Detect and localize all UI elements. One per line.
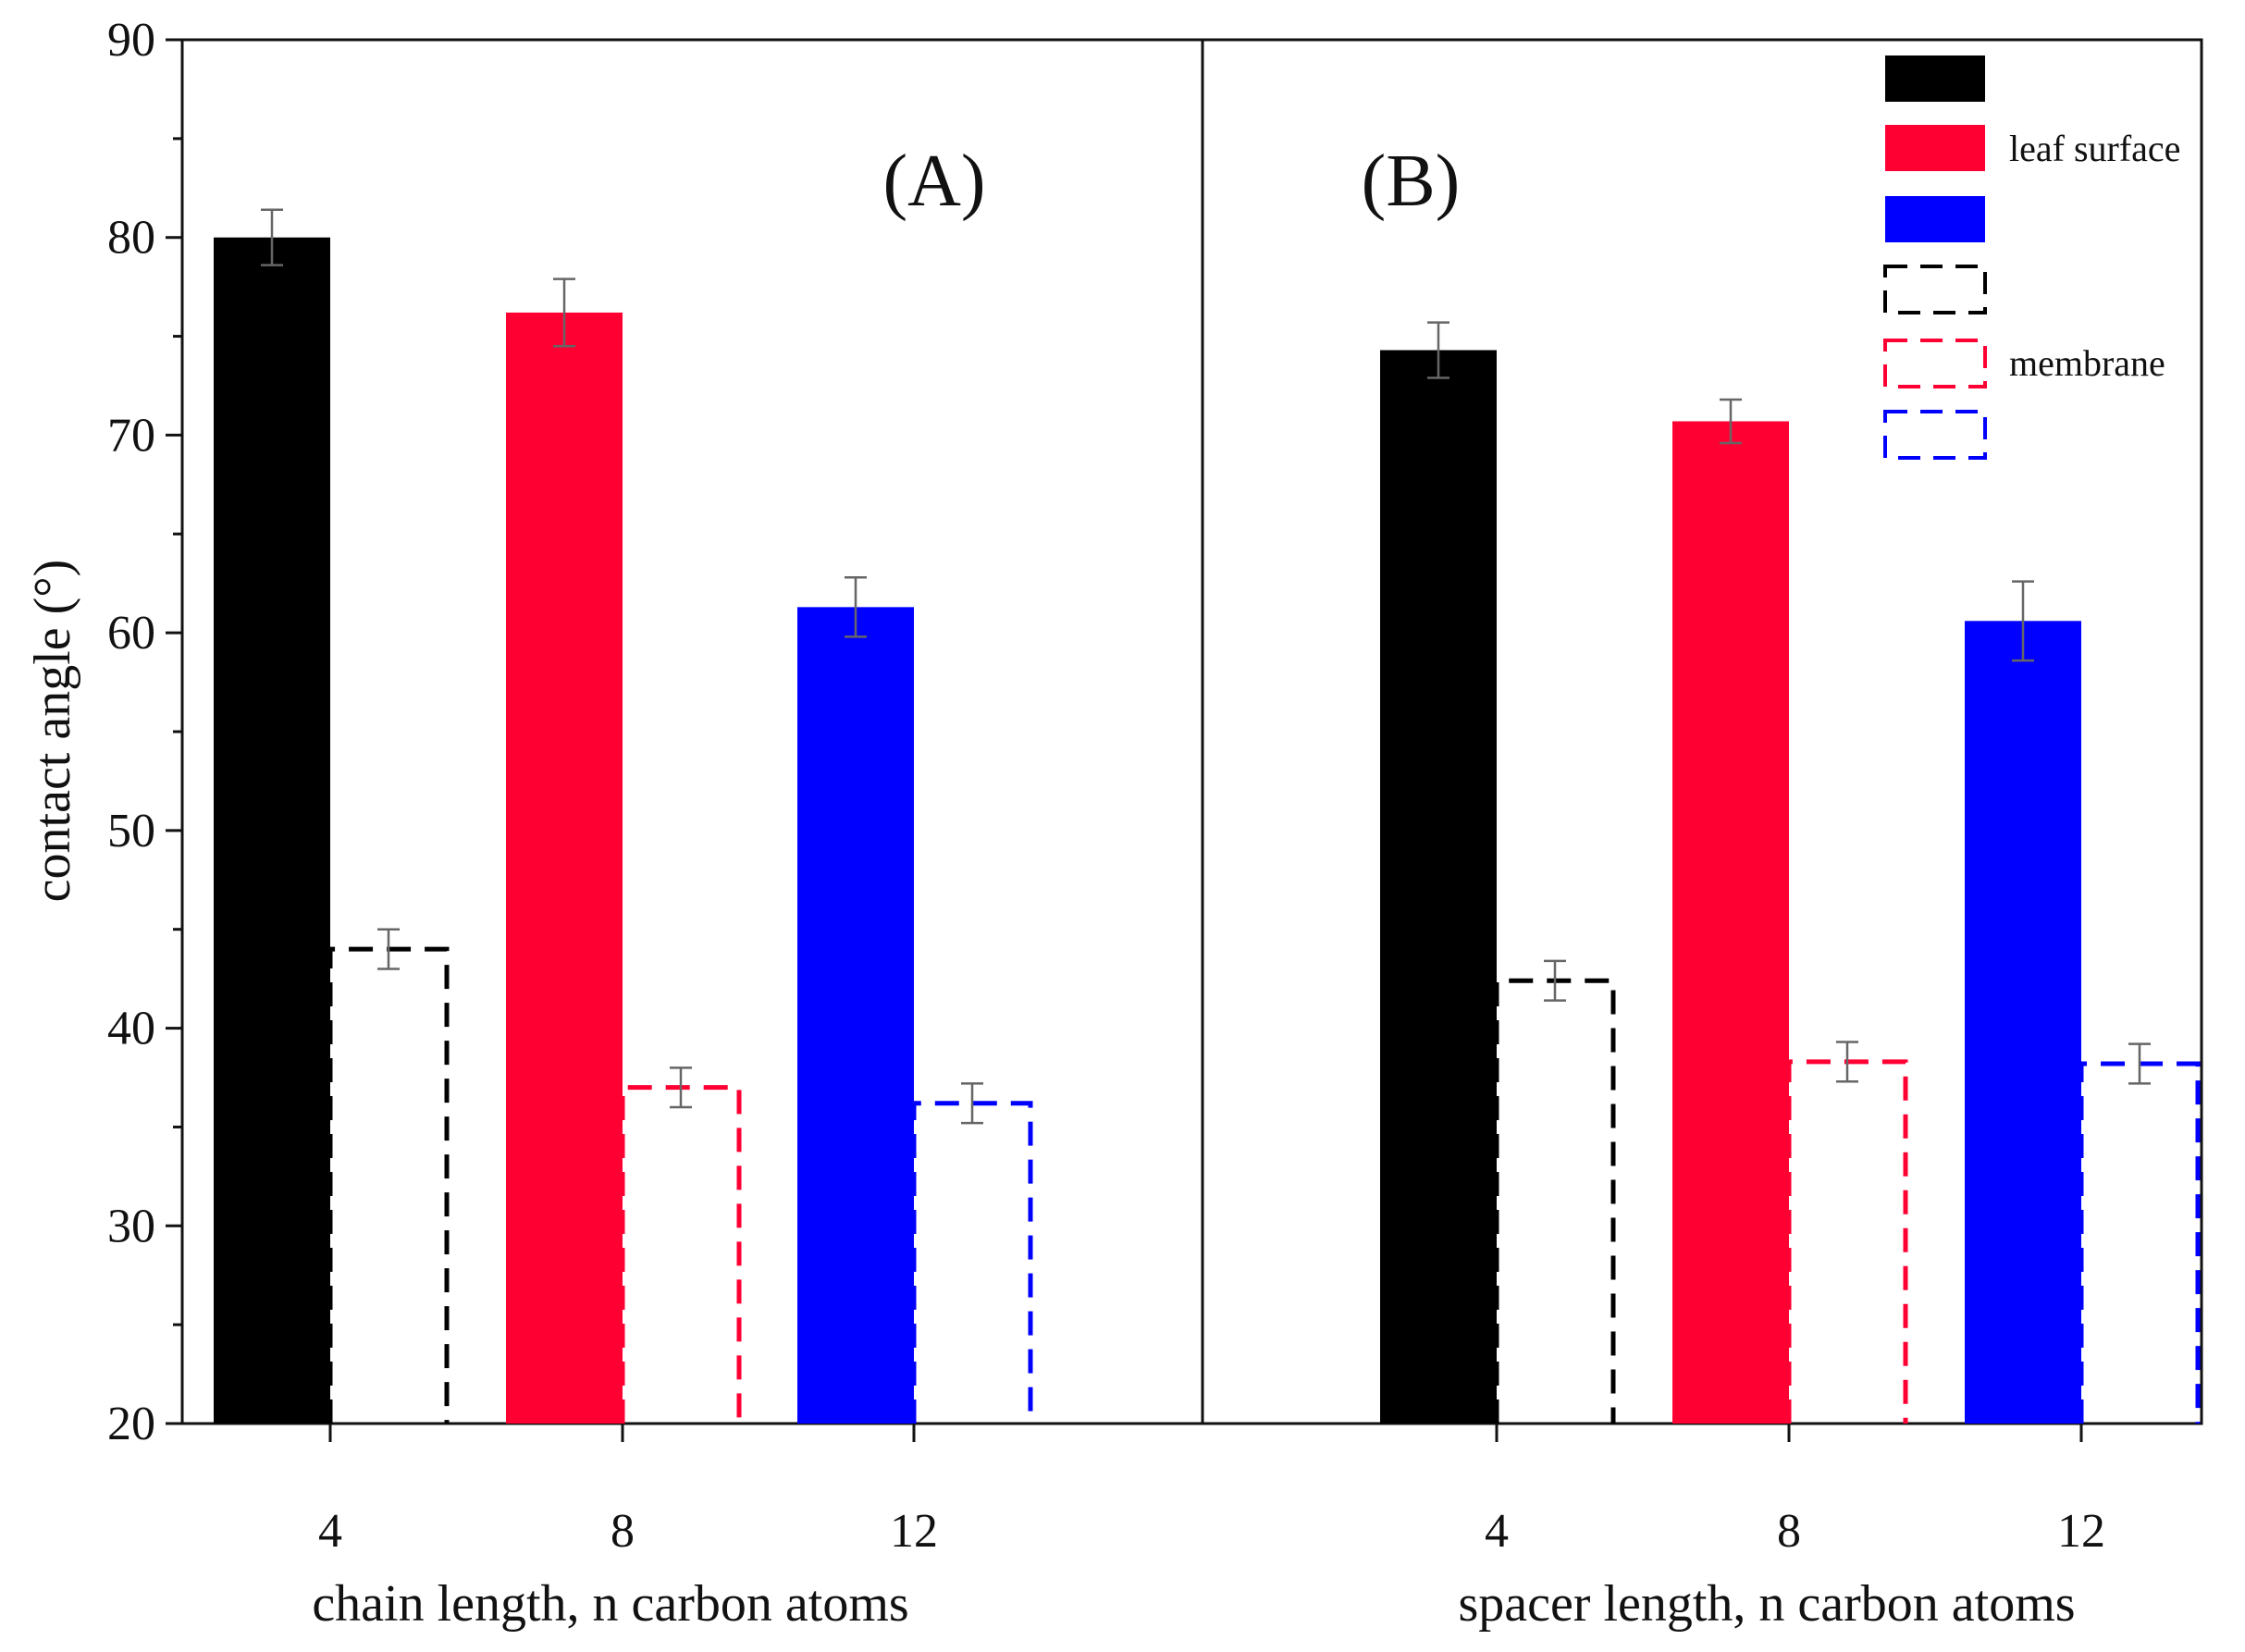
x-tick-label: 12: [2057, 1505, 2105, 1558]
error-bar-leaf-surface-8: [1720, 398, 1742, 445]
y-tick-label: 60: [107, 607, 155, 660]
error-bar-leaf-surface-12: [2012, 580, 2034, 662]
x-tick-label: 4: [1485, 1505, 1509, 1558]
bar-leaf-surface-12: [797, 607, 914, 1424]
y-tick-label: 80: [107, 212, 155, 265]
bar-leaf-surface-8: [1672, 421, 1789, 1424]
x-tick-label: 4: [318, 1505, 342, 1558]
x-tick-label: 8: [611, 1505, 635, 1558]
error-bar-membrane-4: [377, 928, 400, 970]
legend-label-leaf-surface: leaf surface: [2009, 128, 2180, 169]
error-bar-membrane-8: [1836, 1041, 1858, 1083]
legend-label-membrane: membrane: [2009, 342, 2165, 384]
y-tick-label: 70: [107, 409, 155, 462]
legend-swatch-leaf-surface: [1885, 125, 1985, 171]
plot-border: [180, 38, 2203, 1425]
y-tick-label: 40: [107, 1003, 155, 1055]
bar-membrane-8: [1786, 1059, 1908, 1424]
plot-frame: [180, 38, 2203, 1425]
bar-membrane-4: [327, 946, 450, 1424]
panel-label: (A): [882, 141, 985, 222]
legend-swatch-membrane: [1883, 265, 1987, 314]
bar-membrane-4: [1494, 978, 1616, 1424]
bar-membrane-12: [911, 1101, 1033, 1424]
bar-leaf-surface-4: [214, 237, 330, 1424]
error-bar-membrane-4: [1544, 959, 1566, 1002]
y-tick-label: 20: [107, 1398, 155, 1450]
x-tick-label: 8: [1777, 1505, 1801, 1558]
bar-membrane-8: [620, 1085, 742, 1424]
y-tick-label: 90: [107, 14, 155, 67]
y-tick-label: 30: [107, 1200, 155, 1252]
bar-leaf-surface-4: [1380, 350, 1497, 1424]
x-axis-title: spacer length, n carbon atoms: [1458, 1575, 2075, 1633]
y-tick-label: 50: [107, 805, 155, 857]
bar-leaf-surface-12: [1965, 621, 2081, 1424]
legend-swatch-leaf-surface: [1885, 196, 1985, 242]
panel-a: (A) 4 8 12 chain length, n carbon atoms: [214, 141, 1033, 1633]
error-bar-leaf-surface-8: [553, 277, 575, 348]
error-bar-leaf-surface-12: [845, 576, 867, 638]
error-bar-leaf-surface-4: [1427, 321, 1449, 379]
error-bar-leaf-surface-4: [261, 208, 283, 266]
x-tick-label: 12: [890, 1505, 938, 1558]
bar-membrane-12: [2078, 1061, 2201, 1424]
legend: leaf surface membrane: [1883, 55, 2180, 460]
bar-leaf-surface-8: [506, 312, 623, 1424]
y-axis-title: contact angle (°): [24, 560, 81, 903]
y-axis: 20 30 40 50 60 70 80 90: [107, 14, 182, 1450]
error-bar-membrane-12: [2128, 1042, 2151, 1085]
error-bar-membrane-12: [961, 1082, 983, 1125]
legend-swatch-membrane: [1883, 410, 1987, 460]
panels: (A) 4 8 12 chain length, n carbon atoms (B) 4 8…: [214, 141, 2201, 1633]
legend-swatch-membrane: [1883, 339, 1987, 388]
panel-label: (B): [1362, 141, 1461, 222]
panel-b: (B) 4 8 12 spacer length, n carbon atoms: [1362, 141, 2201, 1633]
legend-swatch-leaf-surface: [1885, 55, 1985, 102]
x-axis-title: chain length, n carbon atoms: [312, 1575, 908, 1633]
error-bar-membrane-8: [670, 1066, 692, 1109]
